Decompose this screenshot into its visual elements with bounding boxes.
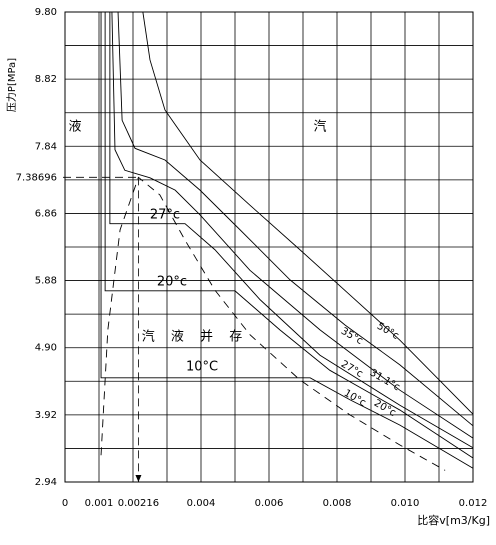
x-tick-label: 0.008 [323, 498, 352, 509]
guide-arrow [135, 475, 142, 482]
x-tick-label: 0.004 [187, 498, 216, 509]
annotation: 汽 [313, 120, 326, 135]
isotherm [100, 12, 474, 469]
y-axis-label: 压力P[MPa] [5, 58, 18, 112]
isotherm [142, 11, 474, 415]
y-tick-label: 7.84 [35, 141, 57, 152]
annotation: 20°c [157, 275, 187, 290]
isotherm-label: 35°c [339, 326, 365, 347]
y-tick-label: 4.90 [35, 343, 57, 354]
x-tick-label: 0.006 [255, 498, 284, 509]
x-tick-label: 0.012 [459, 498, 488, 509]
x-tick-label: 0 [62, 498, 68, 509]
x-tick-label: 0.010 [391, 498, 420, 509]
x-tick-label: 0.001 [85, 498, 114, 509]
y-tick-label: 2.94 [35, 477, 57, 488]
isotherm-label: 31.1°c [368, 367, 402, 393]
isotherm-label: 10°c [342, 388, 368, 409]
isotherm [111, 11, 474, 439]
annotation: 液 [68, 120, 81, 135]
isotherm-label: 27°c [339, 359, 365, 380]
isotherm [117, 11, 474, 427]
x-tick-label: 0.00216 [118, 498, 159, 509]
isotherm [109, 12, 474, 449]
y-tick-label: 7.38696 [16, 172, 57, 183]
isotherm-label: 50°c [375, 321, 401, 342]
y-tick-label: 6.86 [35, 208, 57, 219]
x-axis-label: 比容v[m3/Kg] [417, 513, 490, 527]
y-tick-label: 3.92 [35, 410, 57, 421]
annotation: 汽 液 并 存 [142, 330, 248, 345]
y-tick-label: 5.88 [35, 276, 57, 287]
y-tick-label: 9.80 [35, 7, 57, 18]
y-tick-label: 8.82 [35, 74, 57, 85]
annotation: 10°C [186, 360, 218, 375]
plot-frame [64, 11, 474, 483]
annotation: 27°c [150, 208, 180, 223]
isotherm [104, 12, 474, 459]
